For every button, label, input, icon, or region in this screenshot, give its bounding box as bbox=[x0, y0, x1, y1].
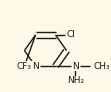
Text: Cl: Cl bbox=[67, 30, 75, 39]
Text: NH₂: NH₂ bbox=[67, 76, 84, 85]
Text: N: N bbox=[32, 62, 39, 71]
Text: CF₃: CF₃ bbox=[17, 62, 32, 71]
Text: N: N bbox=[72, 62, 79, 71]
Text: CH₃: CH₃ bbox=[93, 62, 110, 71]
